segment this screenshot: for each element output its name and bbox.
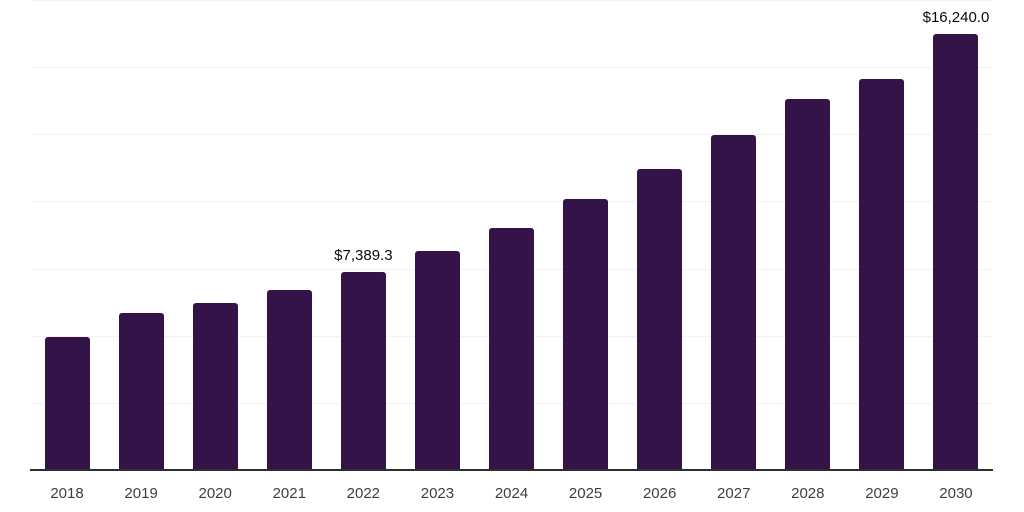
data-label-2022: $7,389.3 bbox=[334, 246, 393, 264]
bar-2020 bbox=[192, 303, 238, 470]
plot-area: $7,389.3 $16,240.0 bbox=[30, 0, 993, 470]
bar-2023 bbox=[414, 250, 460, 470]
bar-column-2022: $7,389.3 bbox=[326, 0, 400, 470]
x-axis-tick-labels: 2018 2019 2020 2021 2022 2023 2024 2025 2026 2027… bbox=[30, 472, 993, 512]
bar-2024 bbox=[489, 227, 534, 470]
x-tick-2030: 2030 bbox=[939, 485, 973, 502]
x-tick-2025: 2025 bbox=[568, 485, 603, 502]
bar-column-2028 bbox=[771, 0, 845, 470]
x-tick-2029: 2029 bbox=[865, 485, 899, 502]
bar-column-2023 bbox=[400, 0, 474, 470]
x-axis-line bbox=[30, 469, 993, 471]
x-tick-2028: 2028 bbox=[791, 485, 825, 502]
gridline-15000 bbox=[30, 67, 993, 69]
x-tick-2019: 2019 bbox=[124, 485, 158, 502]
x-tick-2026: 2026 bbox=[642, 485, 677, 502]
bar-column-2026 bbox=[623, 0, 697, 470]
bar-2028 bbox=[785, 98, 831, 470]
x-tick-2020: 2020 bbox=[198, 485, 232, 502]
bar-2021 bbox=[266, 289, 312, 470]
bar-column-2021 bbox=[252, 0, 326, 470]
bar-column-2025 bbox=[549, 0, 623, 470]
bar-2019 bbox=[118, 312, 164, 470]
x-tick-2022: 2022 bbox=[346, 485, 381, 502]
data-label-2030: $16,240.0 bbox=[922, 8, 990, 26]
x-tick-2024: 2024 bbox=[494, 485, 529, 502]
x-tick-2021: 2021 bbox=[272, 485, 306, 502]
bar-2030 bbox=[933, 33, 979, 470]
bar-2022 bbox=[340, 271, 386, 470]
bar-column-2019 bbox=[104, 0, 178, 470]
bar-column-2029 bbox=[845, 0, 919, 470]
gridline-17500 bbox=[30, 0, 993, 1]
x-tick-2027: 2027 bbox=[717, 485, 751, 502]
bar-2018 bbox=[44, 336, 90, 470]
bar-column-2020 bbox=[178, 0, 252, 470]
bar-column-2018 bbox=[30, 0, 104, 470]
bar-column-2024 bbox=[474, 0, 548, 470]
bar-column-2027 bbox=[697, 0, 771, 470]
bars-layer: $7,389.3 $16,240.0 bbox=[30, 0, 993, 470]
bar-2029 bbox=[859, 78, 905, 470]
bar-2027 bbox=[711, 134, 757, 470]
bar-2026 bbox=[637, 169, 683, 470]
x-tick-2023: 2023 bbox=[420, 485, 455, 502]
gridline-10000 bbox=[30, 201, 993, 203]
bar-2025 bbox=[563, 199, 609, 470]
bar-column-2030: $16,240.0 bbox=[919, 0, 993, 470]
x-tick-2018: 2018 bbox=[50, 485, 84, 502]
gridline-12500 bbox=[30, 134, 993, 136]
